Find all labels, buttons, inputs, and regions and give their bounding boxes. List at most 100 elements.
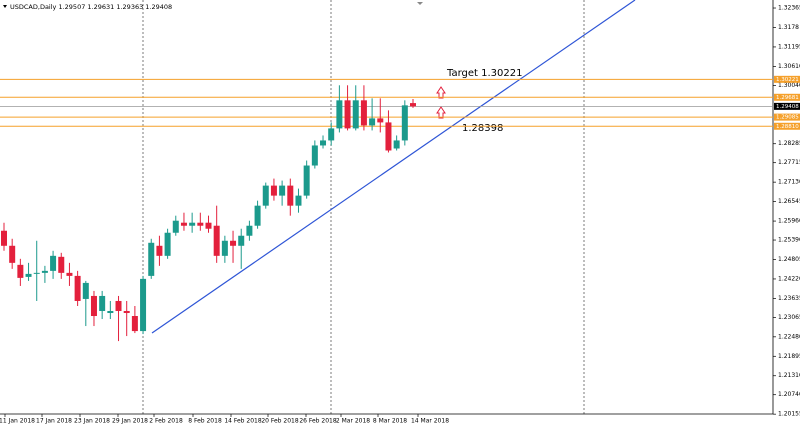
up-arrow	[436, 106, 446, 119]
y-tick-label: 1.26545	[778, 198, 800, 205]
candle-body	[344, 100, 351, 129]
candle-body	[205, 222, 212, 229]
y-tick-label: 1.27715	[778, 159, 800, 166]
candle-body	[115, 300, 122, 311]
annotation: Target 1.30221	[446, 68, 522, 79]
candle-body	[164, 232, 171, 256]
candle-body	[180, 222, 187, 226]
candle-body	[9, 245, 16, 263]
y-tick-label: 1.32365	[778, 5, 800, 12]
x-tick-label: 23 Jan 2018	[74, 418, 110, 425]
y-tick-label: 1.30610	[778, 63, 800, 70]
y-tick-label: 1.28285	[778, 140, 800, 147]
candle-body	[295, 195, 302, 206]
candle-body	[328, 128, 335, 141]
x-tick-label: 2 Feb 2018	[149, 418, 183, 425]
current-price-box	[774, 102, 800, 110]
candle-body	[189, 222, 196, 226]
level-label-box	[774, 113, 800, 121]
candle-body	[1, 230, 7, 246]
y-tick-label: 1.25390	[778, 237, 800, 244]
candle-body	[230, 240, 237, 246]
candle-body	[82, 282, 89, 299]
x-tick-label: 11 Jan 2018	[0, 418, 35, 425]
candle-body	[17, 264, 24, 278]
y-tick-label: 1.24805	[778, 256, 800, 263]
x-tick-label: 8 Feb 2018	[188, 418, 222, 425]
x-tick-label: 29 Jan 2018	[112, 418, 148, 425]
level-label-box	[774, 122, 800, 130]
candle-body	[156, 245, 163, 256]
y-tick-label: 1.31195	[778, 43, 800, 50]
candle-body	[50, 255, 57, 271]
candle-body	[74, 275, 81, 301]
y-tick-label: 1.24220	[778, 275, 800, 282]
candle-body	[58, 256, 65, 273]
y-tick-label: 1.27130	[778, 179, 800, 186]
y-tick-label: 1.21895	[778, 353, 800, 360]
candle-body	[25, 273, 32, 277]
candle-body	[279, 185, 286, 196]
candle-body	[393, 140, 400, 149]
x-tick-label: 26 Feb 2018	[299, 418, 337, 425]
x-tick-label: 14 Feb 2018	[224, 418, 262, 425]
candle-body	[66, 272, 73, 276]
candle-body	[238, 235, 245, 246]
candle-body	[360, 100, 367, 126]
candle-body	[262, 185, 269, 206]
candle-body	[369, 118, 376, 126]
x-tick-label: 14 Mar 2018	[411, 418, 449, 425]
x-tick-label: 8 Mar 2018	[373, 418, 407, 425]
candle-body	[287, 185, 294, 206]
annotation: 1.28398	[462, 123, 503, 134]
candle-body	[352, 100, 359, 129]
candle-body	[246, 225, 253, 236]
level-label: 1.29085	[776, 115, 799, 121]
candle-body	[336, 100, 343, 129]
level-label: 1.29681	[776, 95, 799, 101]
candle-body	[254, 205, 261, 226]
y-tick-label: 1.22480	[778, 333, 800, 340]
candle-body	[401, 105, 408, 141]
candle-body	[107, 310, 114, 314]
level-label-box	[774, 75, 800, 83]
x-tick-label: 2 Mar 2018	[336, 418, 370, 425]
trend-line	[151, 0, 636, 334]
candle-body	[131, 316, 138, 332]
candle-body	[213, 225, 220, 256]
current-price-label: 1.29408	[776, 104, 799, 110]
candle-body	[221, 240, 228, 256]
candle-body	[270, 185, 277, 196]
level-label: 1.30221	[776, 77, 799, 83]
y-tick-label: 1.20155	[778, 411, 800, 418]
level-label-box	[774, 93, 800, 101]
candle-body	[303, 165, 310, 196]
y-tick-label: 1.21310	[778, 372, 800, 379]
candle-body	[90, 295, 97, 317]
candle-body	[377, 118, 384, 123]
x-tick-label: 20 Feb 2018	[261, 418, 299, 425]
y-tick-label: 1.23635	[778, 295, 800, 302]
candle-body	[410, 103, 416, 107]
candle-body	[148, 242, 155, 276]
y-tick-label: 1.20740	[778, 391, 800, 398]
header-icon	[3, 5, 7, 8]
chart-header: USDCAD,Daily 1.29507 1.29631 1.29363 1.2…	[10, 3, 172, 11]
candle-body	[197, 222, 204, 226]
candle-body	[41, 270, 48, 273]
candle-body	[99, 295, 106, 311]
candle-body	[320, 140, 327, 146]
up-arrow	[436, 86, 446, 99]
candle-body	[311, 145, 318, 166]
level-label: 1.28810	[776, 124, 799, 130]
y-tick-label: 1.25960	[778, 218, 800, 225]
y-tick-label: 1.3178	[778, 24, 799, 31]
y-tick-label: 1.23065	[778, 314, 800, 321]
y-tick-label: 1.30040	[778, 82, 800, 89]
candle-body	[33, 272, 40, 274]
shift-marker	[417, 2, 423, 5]
x-tick-label: 17 Jan 2018	[36, 418, 72, 425]
candle-body	[140, 278, 147, 332]
candle-body	[385, 122, 392, 151]
